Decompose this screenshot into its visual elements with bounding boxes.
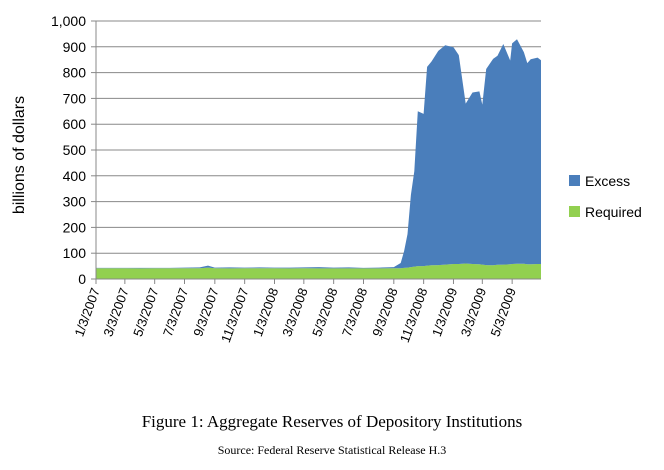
axes (95, 21, 541, 280)
y-tick-labels: 0 100 200 300 400 500 600 700 800 900 1,000 (51, 13, 86, 287)
x-tick-label: 1/3/2007 (71, 286, 102, 339)
legend-swatch-required (569, 206, 580, 217)
chart: 0 100 200 300 400 500 600 700 800 900 1,000 1/3/20… (11, 13, 642, 344)
x-tick-label: 9/3/2008 (369, 286, 400, 339)
x-tick-label: 1/3/2008 (250, 286, 281, 339)
x-tick-label: 5/3/2009 (488, 286, 519, 339)
x-tick-label: 5/3/2008 (309, 286, 340, 339)
x-tick-label: 5/3/2007 (130, 286, 161, 339)
x-tick-label: 7/3/2007 (160, 286, 191, 339)
y-tick-label: 400 (63, 168, 87, 184)
legend-label-required: Required (585, 204, 642, 220)
x-tick-label: 3/3/2008 (279, 286, 310, 339)
y-tick-label: 500 (63, 142, 87, 158)
y-tick-label: 600 (63, 116, 87, 132)
y-tick-label: 800 (63, 65, 87, 81)
figure-caption: Figure 1: Aggregate Reserves of Deposito… (141, 412, 523, 431)
x-tick-labels: 1/3/20073/3/20075/3/20077/3/20079/3/2007… (71, 279, 519, 344)
y-tick-label: 100 (63, 245, 87, 261)
legend-swatch-excess (569, 175, 580, 186)
x-tick-label: 3/3/2007 (100, 286, 131, 339)
area-excess (96, 39, 541, 269)
y-tick-label: 0 (78, 271, 86, 287)
source-note: Source: Federal Reserve Statistical Rele… (217, 443, 447, 457)
y-tick-label: 1,000 (51, 13, 86, 29)
y-tick-label: 700 (63, 90, 87, 106)
x-tick-label: 11/3/2007 (218, 286, 252, 345)
legend: Excess Required (569, 173, 642, 220)
x-tick-label: 11/3/2008 (397, 286, 431, 345)
y-tick-label: 300 (63, 194, 87, 210)
x-tick-label: 7/3/2008 (339, 286, 370, 339)
y-axis-label: billions of dollars (11, 96, 28, 214)
y-tick-label: 200 (63, 219, 87, 235)
x-tick-label: 1/3/2009 (429, 286, 460, 339)
legend-label-excess: Excess (585, 173, 630, 189)
x-tick-label: 3/3/2009 (458, 286, 489, 339)
y-tick-label: 900 (63, 39, 87, 55)
area-required (96, 263, 541, 279)
plot-areas (96, 39, 541, 279)
x-tick-label: 9/3/2007 (190, 286, 221, 339)
